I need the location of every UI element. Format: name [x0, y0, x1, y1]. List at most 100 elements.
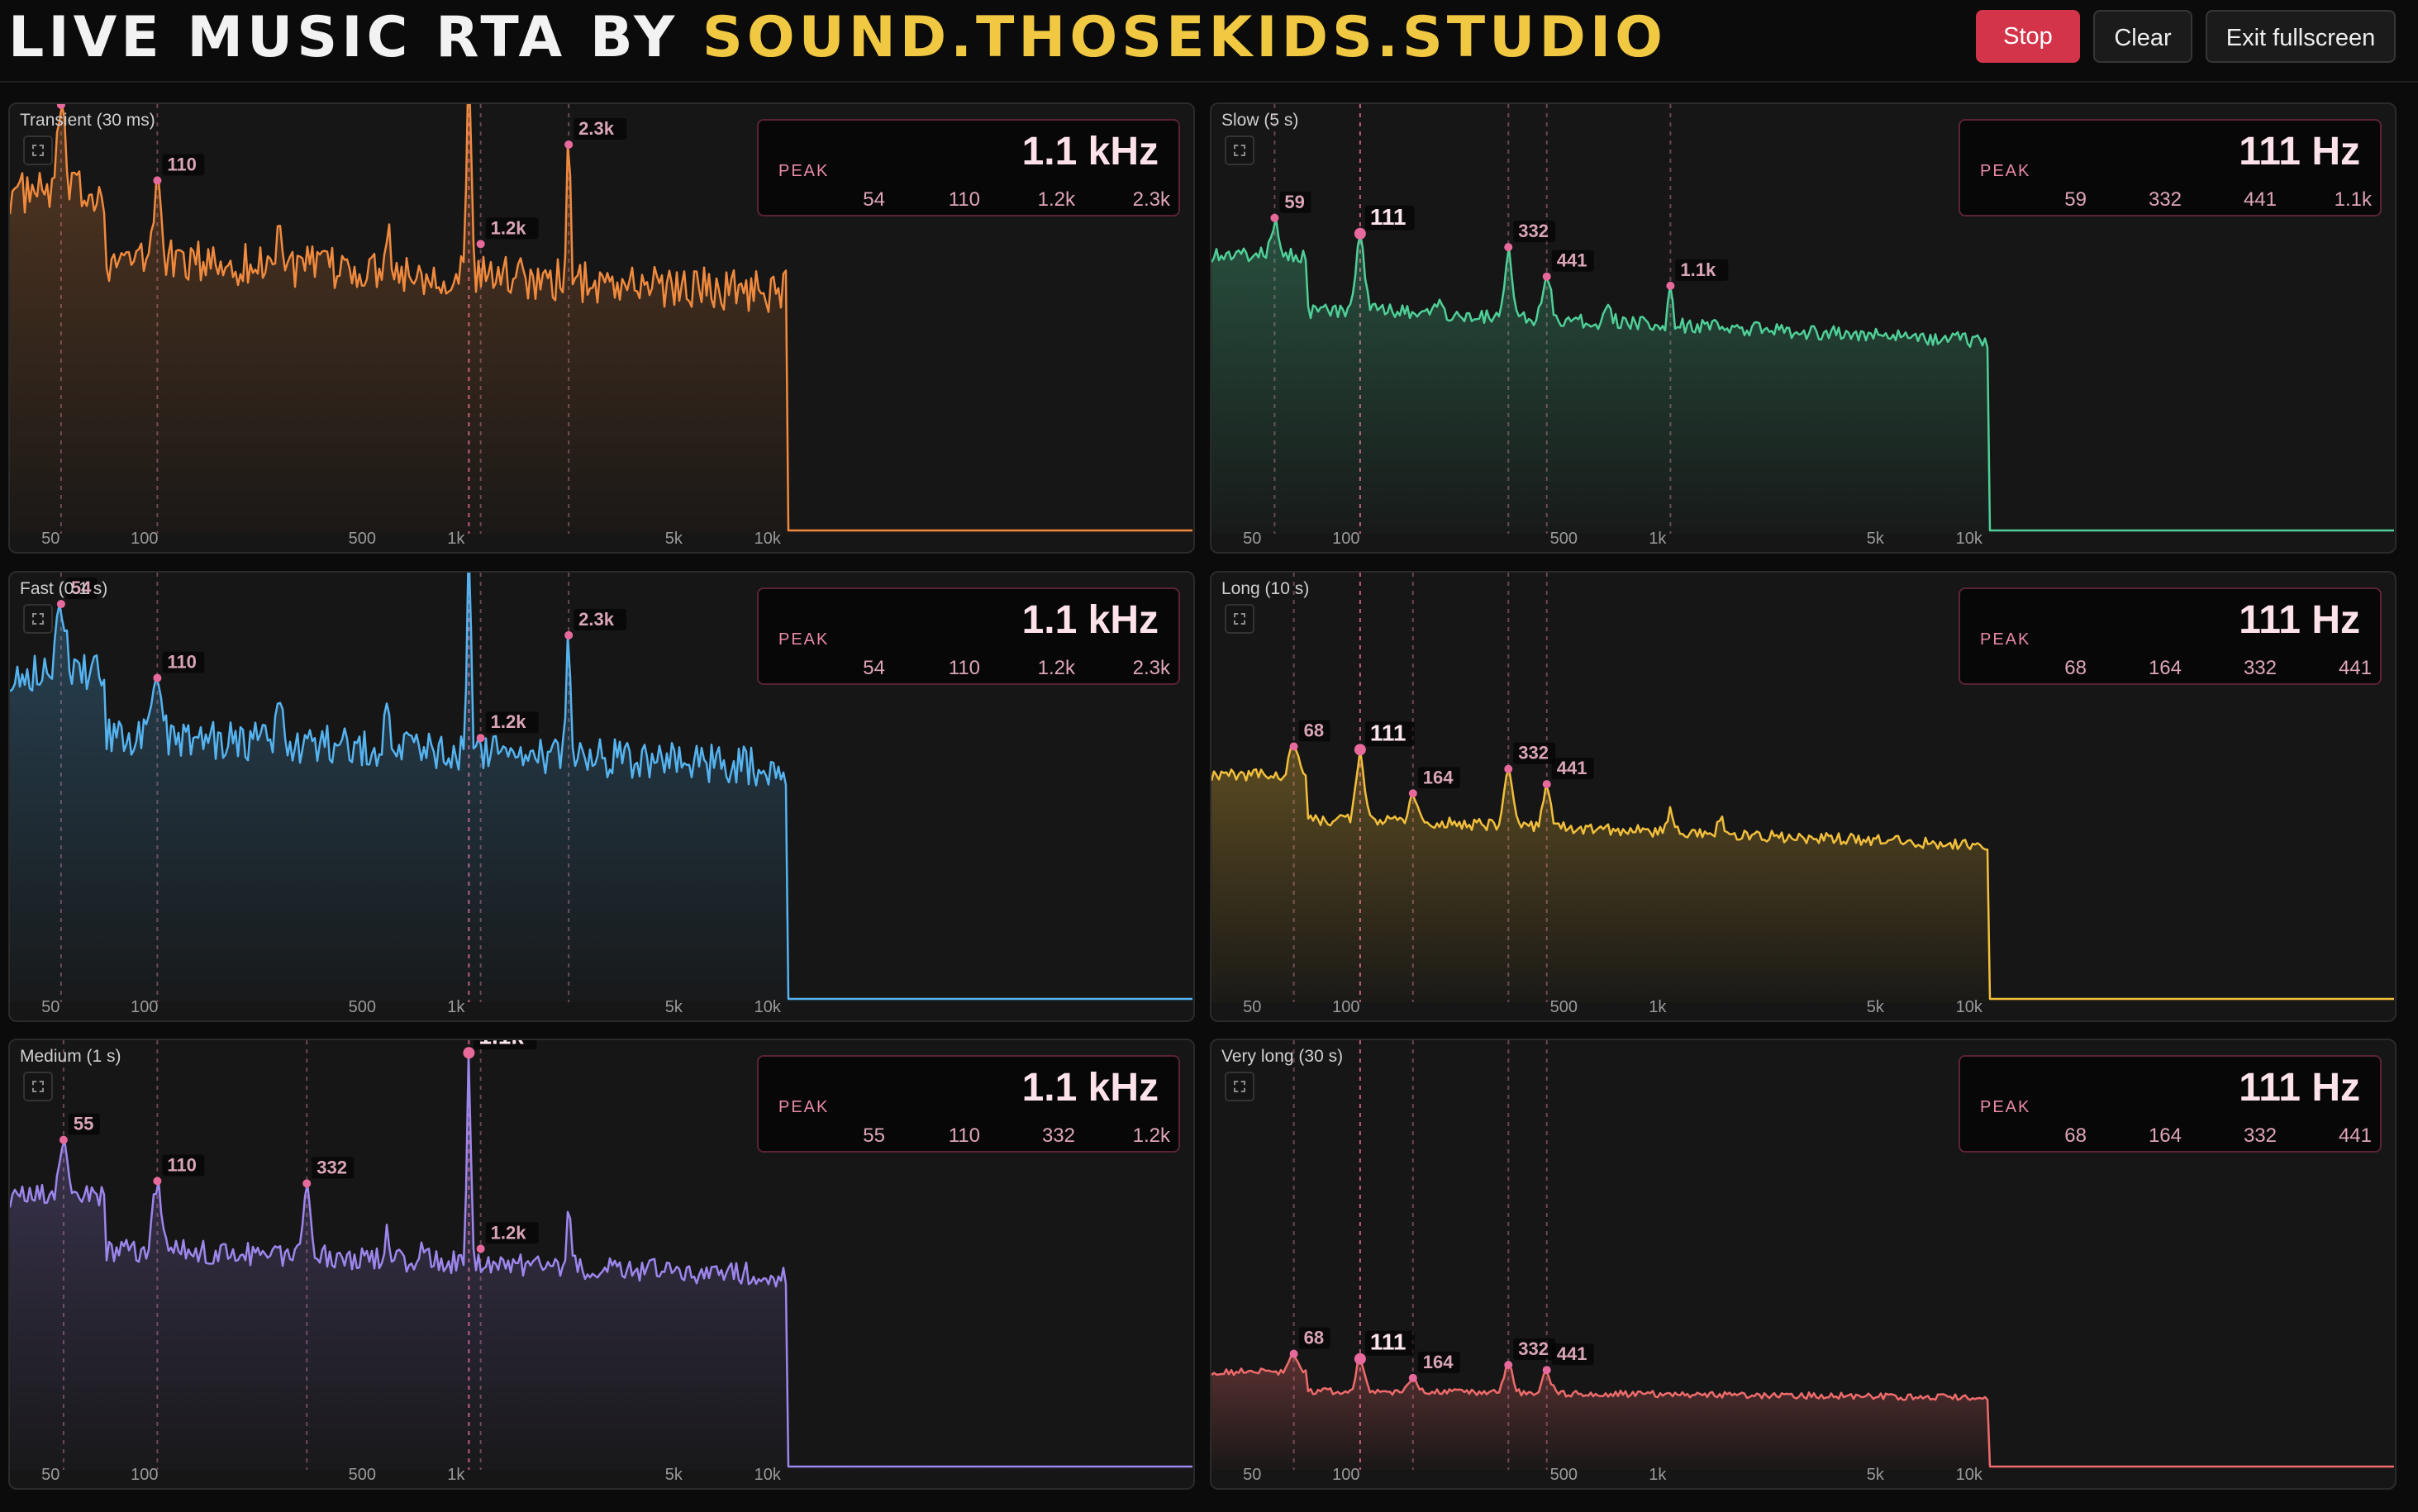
peak-item: 110: [948, 188, 980, 211]
peak-dot: [56, 600, 65, 609]
x-tick-label: 1k: [1649, 998, 1667, 1016]
peak-item: 59: [2064, 188, 2087, 211]
spectrum-line: [10, 573, 1192, 1001]
peak-readout: PEAK 111 Hz 68 164 332 441: [1959, 587, 2382, 685]
peak-value: 1.1 kHz: [1021, 1066, 1159, 1110]
peak-dot: [476, 1244, 485, 1253]
peak-dot: [1504, 243, 1513, 252]
peak-label-bg: [1298, 1327, 1330, 1349]
x-tick-label: 50: [41, 530, 59, 548]
peak-label: 59: [1284, 192, 1304, 212]
stop-button[interactable]: Stop: [1976, 10, 2080, 63]
peak-label: PEAK: [1980, 162, 2031, 180]
expand-icon[interactable]: [23, 1072, 53, 1101]
peak-label: 332: [1518, 221, 1549, 241]
spectrum-line: [10, 104, 1192, 532]
peak-label: PEAK: [1980, 630, 2031, 649]
peak-label-bg: [574, 117, 627, 140]
x-tick-label: 500: [1550, 530, 1578, 548]
peak-dot: [1542, 272, 1551, 281]
peak-dot: [1542, 780, 1551, 789]
peak-label: 441: [1557, 1343, 1587, 1364]
x-tick-label: 5k: [665, 530, 683, 548]
peak-label-bg: [1551, 250, 1594, 272]
x-tick-label: 50: [41, 998, 59, 1016]
spectrum-chart: 68 111 164 332 441 50 100 500 1k 5k 10k: [1211, 1040, 2395, 1484]
peak-dot: [1354, 744, 1366, 756]
peak-dot: [1289, 742, 1298, 751]
peak-item: 68: [2064, 657, 2087, 679]
title-prefix: LIVE MUSIC RTA BY: [8, 5, 702, 70]
expand-icon[interactable]: [1225, 1072, 1254, 1101]
peak-label-bg: [1551, 758, 1594, 780]
x-tick-label: 10k: [754, 998, 782, 1016]
exit-fullscreen-button[interactable]: Exit fullscreen: [2206, 10, 2396, 63]
peak-item: 54: [863, 657, 885, 679]
x-tick-label: 5k: [1867, 530, 1885, 548]
peak-label: 54: [71, 578, 92, 598]
peak-dot: [1408, 789, 1417, 798]
peak-label: 111: [1370, 1329, 1407, 1355]
expand-icon[interactable]: [1225, 604, 1254, 634]
peak-label: 110: [167, 154, 197, 174]
peak-label-bg: [162, 651, 205, 673]
peak-item: 332: [2243, 657, 2277, 679]
peak-item: 441: [2243, 188, 2277, 211]
peak-label: 1.1k: [1680, 259, 1716, 280]
peak-item: 332: [2148, 188, 2182, 211]
peak-item: 1.2k: [1037, 657, 1075, 679]
x-tick-label: 1k: [1649, 1466, 1667, 1484]
peak-label: 110: [167, 652, 197, 673]
peak-item: 1.1k: [2334, 188, 2372, 211]
peak-dot: [1289, 1349, 1298, 1358]
spectrum-area: [10, 573, 1193, 1002]
x-tick-label: 500: [349, 998, 376, 1016]
x-tick-label: 50: [1243, 530, 1261, 548]
panel-title: Very long (30 s): [1221, 1047, 1344, 1066]
peak-dot: [153, 1177, 162, 1186]
peak-item: 164: [2148, 657, 2182, 679]
x-tick-label: 500: [349, 530, 376, 548]
peak-label-bg: [474, 1040, 537, 1050]
peak-label: 68: [1304, 1328, 1324, 1348]
spectrum-area: [10, 1053, 1193, 1470]
peak-label-bg: [65, 578, 98, 600]
header-bar: LIVE MUSIC RTA BY SOUND.THOSEKIDS.STUDIO…: [0, 0, 2418, 83]
peak-item: 332: [1041, 1124, 1075, 1147]
expand-icon[interactable]: [23, 136, 53, 165]
expand-icon[interactable]: [1225, 136, 1254, 165]
peak-label-bg: [1513, 221, 1556, 243]
expand-icon[interactable]: [23, 604, 53, 634]
peak-dot: [59, 1135, 68, 1144]
peak-label-bg: [1417, 1351, 1460, 1373]
peak-item: 2.3k: [1132, 188, 1170, 211]
peak-label-bg: [1364, 721, 1415, 747]
peak-dot: [153, 673, 162, 682]
peak-label: PEAK: [1980, 1098, 2031, 1116]
peak-label-bg: [485, 1222, 539, 1244]
x-tick-label: 1k: [1649, 530, 1667, 548]
peak-dot: [302, 1179, 312, 1188]
spectrum-line: [1211, 745, 2394, 1001]
peak-label: 441: [1557, 250, 1587, 271]
peak-label-bg: [1513, 742, 1556, 764]
x-tick-label: 100: [1332, 998, 1359, 1016]
x-tick-label: 500: [1550, 998, 1578, 1016]
peak-dot: [476, 240, 485, 249]
clear-button[interactable]: Clear: [2093, 10, 2192, 63]
peak-item: 441: [2338, 1124, 2372, 1147]
peak-label-bg: [162, 1154, 205, 1177]
peak-label-bg: [1675, 259, 1729, 281]
peak-label-bg: [312, 1157, 355, 1179]
peak-label: 55: [74, 1114, 93, 1134]
x-tick-label: 5k: [1867, 998, 1885, 1016]
peak-label-bg: [485, 217, 539, 240]
x-tick-label: 50: [41, 1466, 59, 1484]
x-tick-label: 10k: [754, 1466, 782, 1484]
peak-dot: [463, 1047, 475, 1059]
peak-dot: [1666, 281, 1675, 290]
peak-readout: PEAK 111 Hz 59 332 441 1.1k: [1959, 119, 2382, 216]
x-tick-label: 10k: [754, 530, 782, 548]
peak-label-bg: [1417, 767, 1460, 789]
peak-label: 441: [1557, 758, 1587, 778]
